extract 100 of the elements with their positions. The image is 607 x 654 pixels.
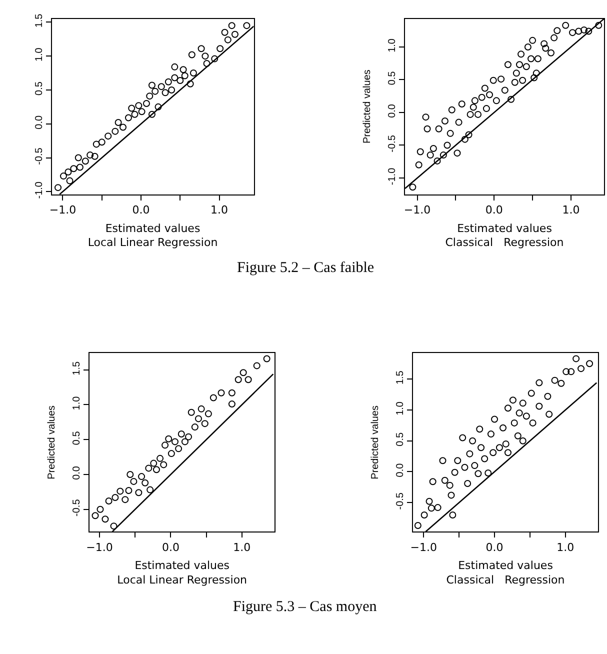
point	[420, 511, 428, 518]
point	[558, 380, 565, 387]
point	[175, 445, 182, 452]
y-tick-label: 1.0	[34, 47, 45, 62]
point	[211, 55, 218, 62]
point	[519, 76, 526, 84]
point	[152, 88, 159, 95]
point	[519, 400, 526, 407]
x-tick-label: −1.0	[86, 540, 113, 554]
point	[536, 402, 543, 410]
point	[430, 145, 437, 152]
y-tick-label: -0.5	[394, 492, 406, 510]
point	[572, 355, 580, 362]
point	[105, 497, 112, 504]
point	[96, 506, 104, 513]
point	[112, 128, 119, 135]
point	[530, 74, 538, 82]
point	[131, 110, 138, 118]
point	[145, 464, 152, 472]
y-tick-label: 0.5	[387, 70, 398, 86]
point	[156, 454, 164, 462]
x-tick-label: 1.0	[556, 540, 574, 554]
x-tick-label: 1.0	[233, 540, 251, 554]
point	[426, 152, 434, 159]
point	[580, 26, 588, 34]
x-tick-label: 0.0	[486, 540, 504, 554]
point	[595, 22, 602, 29]
point	[439, 457, 446, 464]
point	[92, 140, 100, 148]
point	[180, 66, 187, 74]
y-tick-label: 1.5	[394, 370, 406, 385]
point	[446, 130, 454, 137]
point	[422, 114, 430, 121]
point	[138, 473, 146, 480]
point	[568, 368, 575, 376]
point	[162, 89, 169, 96]
y-tick-label: -1.0	[34, 181, 45, 199]
y-axis-title: Predicted values	[46, 405, 58, 480]
point	[409, 184, 416, 191]
point	[416, 148, 424, 156]
point	[218, 389, 225, 396]
point	[490, 449, 497, 456]
point	[228, 389, 236, 396]
point	[181, 72, 188, 80]
point	[451, 468, 458, 476]
point	[201, 420, 208, 428]
point	[74, 154, 82, 162]
point	[528, 390, 535, 397]
point	[178, 430, 185, 438]
point	[253, 362, 260, 370]
point	[148, 82, 156, 89]
point	[171, 74, 178, 82]
x-axis-title: Estimated values Local Linear Regression	[117, 559, 248, 586]
point	[459, 434, 466, 442]
point	[504, 404, 512, 412]
point	[92, 512, 99, 520]
point	[190, 70, 197, 77]
point	[554, 27, 561, 34]
point	[514, 432, 522, 440]
point	[154, 103, 162, 110]
point	[82, 158, 89, 165]
point	[146, 486, 154, 494]
point	[70, 165, 78, 172]
point	[66, 177, 74, 184]
point	[544, 392, 552, 400]
point	[471, 97, 478, 104]
point	[98, 138, 106, 146]
point	[198, 45, 205, 52]
point	[191, 424, 198, 431]
point	[510, 419, 518, 426]
point	[508, 96, 515, 103]
point	[542, 44, 550, 52]
point	[181, 438, 188, 446]
point	[224, 36, 232, 44]
point	[186, 80, 194, 88]
point	[484, 469, 492, 476]
point	[586, 360, 594, 368]
point	[126, 470, 134, 478]
point	[455, 118, 462, 126]
point	[168, 86, 176, 94]
x-tick-label: 1.0	[210, 204, 228, 217]
point	[547, 49, 554, 56]
point	[496, 444, 503, 452]
y-tick-label: 0.0	[394, 462, 406, 478]
point	[518, 50, 525, 58]
y-tick-label: 1.0	[72, 396, 83, 410]
x-tick-label: −1.0	[404, 204, 431, 217]
point	[234, 376, 242, 384]
point	[102, 516, 109, 523]
point	[415, 161, 422, 168]
point	[466, 110, 474, 118]
x-tick-label: 1.0	[562, 204, 580, 217]
point	[474, 470, 482, 478]
point	[165, 435, 172, 442]
y-tick-label: -0.5	[72, 498, 83, 516]
point	[150, 460, 158, 467]
point	[110, 522, 118, 530]
point	[86, 152, 94, 159]
point	[511, 78, 518, 86]
point	[454, 457, 462, 464]
